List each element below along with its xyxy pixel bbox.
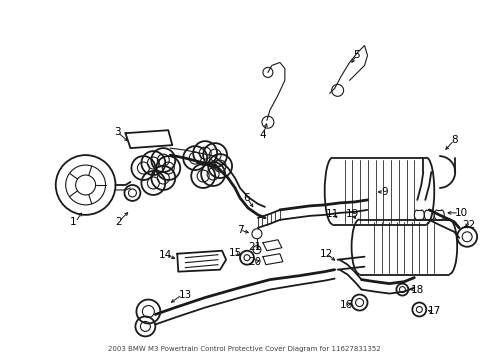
- Text: 14: 14: [159, 250, 172, 260]
- Text: 2: 2: [115, 217, 122, 227]
- Text: 5: 5: [352, 50, 359, 60]
- Text: 8: 8: [450, 135, 457, 145]
- Text: 17: 17: [427, 306, 440, 316]
- Text: 3: 3: [114, 127, 121, 137]
- Text: 18: 18: [410, 284, 423, 294]
- Text: 11: 11: [325, 209, 339, 219]
- Text: 15: 15: [228, 248, 241, 258]
- Text: 6: 6: [243, 193, 250, 203]
- Text: 22: 22: [462, 220, 475, 230]
- Text: 10: 10: [454, 208, 467, 218]
- Text: 20: 20: [248, 257, 261, 267]
- Text: 2003 BMW M3 Powertrain Control Protective Cover Diagram for 11627831352: 2003 BMW M3 Powertrain Control Protectiv…: [108, 346, 380, 352]
- Text: 12: 12: [320, 249, 333, 259]
- Text: 19: 19: [345, 209, 359, 219]
- Text: 1: 1: [69, 217, 76, 227]
- Text: 7: 7: [236, 225, 243, 235]
- Text: 13: 13: [178, 289, 191, 300]
- Text: 16: 16: [339, 300, 352, 310]
- Text: 9: 9: [380, 187, 387, 197]
- Text: 21: 21: [248, 242, 261, 252]
- Text: 4: 4: [259, 130, 265, 140]
